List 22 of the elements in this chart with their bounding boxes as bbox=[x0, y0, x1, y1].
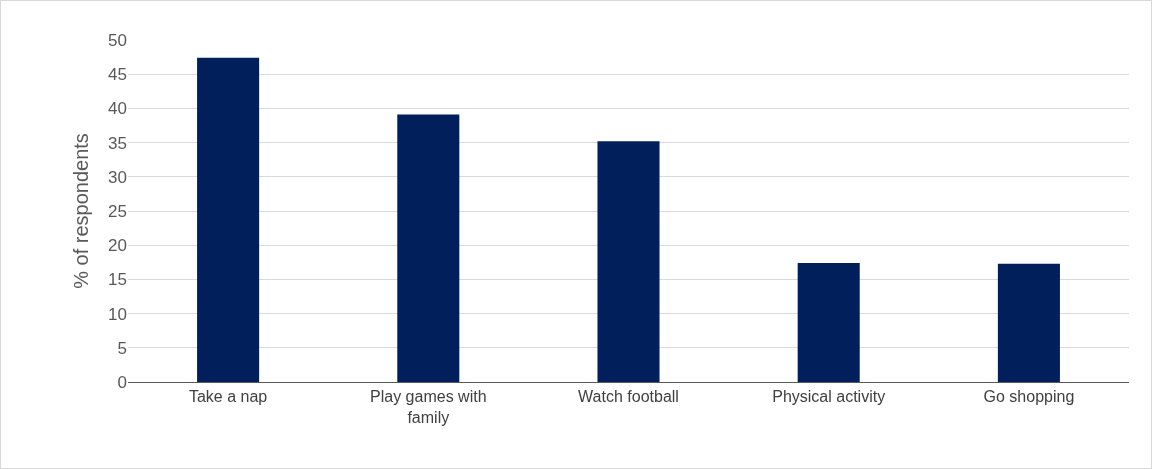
x-tick-label: Go shopping bbox=[983, 388, 1075, 406]
y-tick-label: 5 bbox=[117, 338, 127, 358]
y-axis-title: % of respondents bbox=[69, 133, 92, 289]
bar bbox=[397, 114, 460, 382]
y-tick-label: 40 bbox=[108, 99, 127, 119]
x-tick-label: Take a nap bbox=[188, 388, 268, 406]
y-tick-label: 35 bbox=[108, 133, 127, 153]
bar bbox=[797, 262, 860, 382]
y-tick-label: 25 bbox=[108, 201, 127, 221]
x-tick-label: Physical activity bbox=[772, 388, 886, 406]
y-tick-label: 15 bbox=[108, 270, 127, 290]
y-tick-label: 0 bbox=[117, 372, 127, 392]
bar bbox=[997, 263, 1060, 382]
bar bbox=[197, 57, 260, 382]
y-tick-label: 50 bbox=[108, 30, 127, 50]
y-tick-label: 20 bbox=[108, 236, 127, 256]
y-tick-label: 30 bbox=[108, 167, 127, 187]
x-tick-label: Play games with family bbox=[370, 388, 487, 426]
y-tick-label: 45 bbox=[108, 65, 127, 85]
bar bbox=[597, 141, 660, 382]
y-tick-label: 10 bbox=[108, 304, 127, 324]
x-tick-label: Watch football bbox=[578, 388, 679, 406]
